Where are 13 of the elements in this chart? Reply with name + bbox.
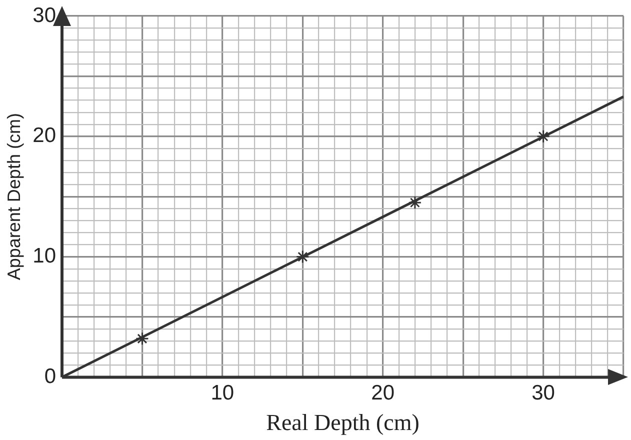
x-tick-label: 10 [210, 382, 234, 405]
point [135, 332, 149, 346]
x-axis-title: Real Depth (cm) [266, 410, 420, 436]
y-tick-label: 20 [32, 124, 56, 148]
point [408, 196, 422, 210]
y-axis-title: Apparent Depth (cm) [4, 113, 24, 280]
y-tick-label: 0 [44, 364, 56, 388]
y-tick-label: 10 [32, 244, 56, 268]
point [536, 130, 550, 144]
y-tick-label: 30 [32, 4, 56, 27]
x-tick-label: 30 [532, 382, 555, 405]
point [296, 250, 310, 264]
x-tick-label: 20 [371, 382, 395, 405]
